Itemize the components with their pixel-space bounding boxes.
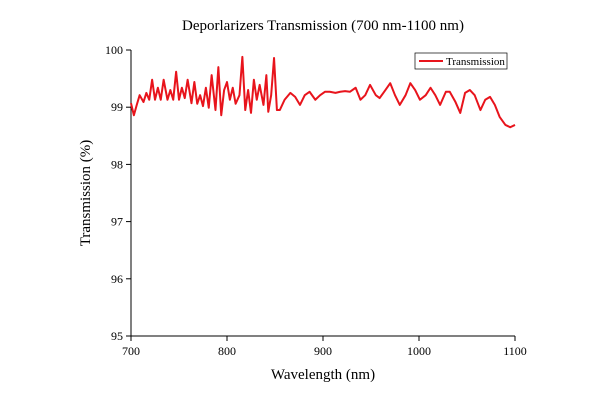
x-tick-label: 900 (314, 344, 332, 358)
x-tick-label: 1000 (407, 344, 431, 358)
data-line (130, 55, 516, 129)
legend-box (414, 52, 508, 70)
y-tick-label: 99 (111, 100, 123, 114)
x-axis-label: Wavelength (nm) (271, 367, 375, 383)
legend-label: Transmission (446, 56, 505, 68)
y-tick-label: 97 (111, 215, 123, 229)
x-tick-label: 800 (218, 344, 236, 358)
chart-title: Deporlarizers Transmission (700 nm-1100 … (182, 18, 464, 34)
y-tick-label: 98 (111, 157, 123, 171)
y-tick-label: 96 (111, 272, 123, 286)
x-tick-label: 700 (122, 344, 140, 358)
y-tick-label: 95 (111, 329, 123, 343)
y-tick-label: 100 (105, 43, 123, 57)
y-axis-label: Transmission (%) (78, 140, 94, 247)
x-tick-label: 1100 (503, 344, 527, 358)
